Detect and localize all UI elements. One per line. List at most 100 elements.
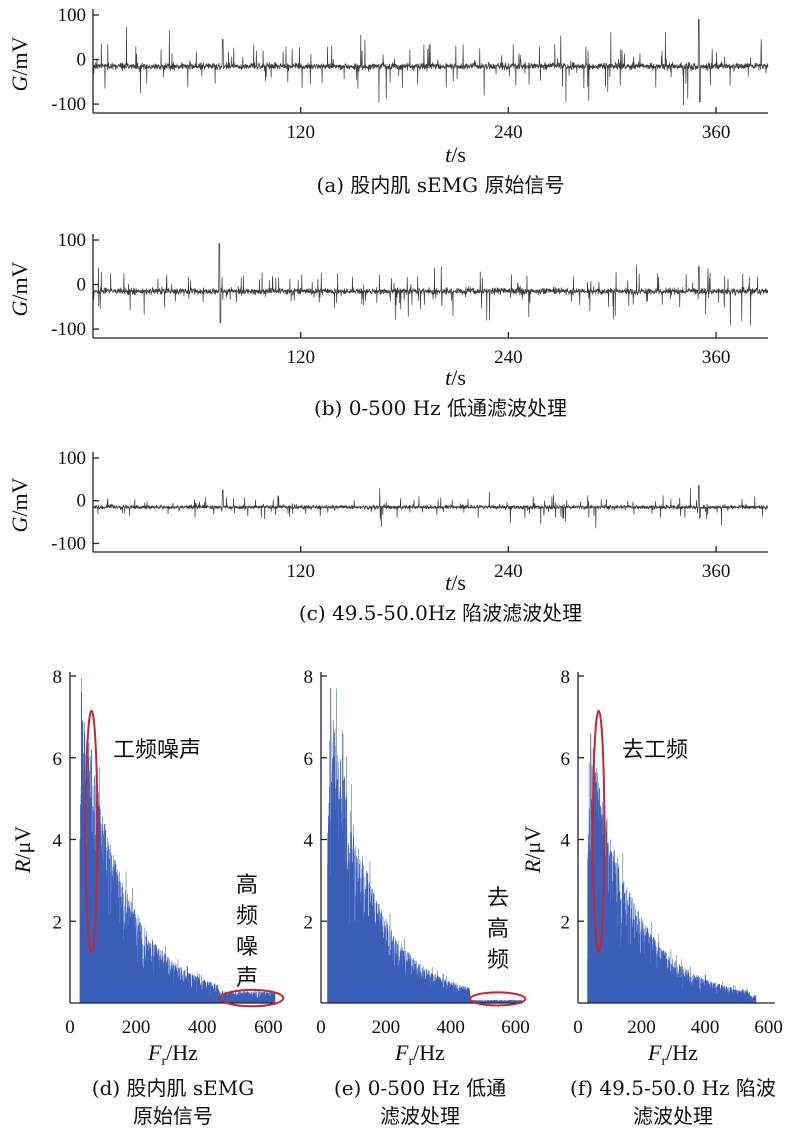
y-axis-label-unit: /mV xyxy=(7,477,32,516)
x-tick-label: 200 xyxy=(122,1017,151,1038)
x-axis-label: t/s xyxy=(445,570,466,595)
x-axis-label-var: F xyxy=(647,1040,662,1065)
y-tick-label: 8 xyxy=(53,667,63,688)
y-tick-label: 100 xyxy=(58,5,87,26)
spectrum-bars-d xyxy=(79,678,276,1003)
signal-trace-a xyxy=(92,19,769,106)
annotation-char: 频 xyxy=(487,948,509,973)
x-axis-label: t/s xyxy=(445,142,466,167)
y-axis-label: R/μV xyxy=(520,826,545,874)
x-tick-label: 200 xyxy=(627,1017,656,1038)
x-axis-label: Fr/Hz xyxy=(147,1040,198,1069)
x-tick-label: 240 xyxy=(494,561,523,582)
annotation-label: 去高频 xyxy=(487,886,509,973)
highlight-ellipse xyxy=(469,991,527,1007)
highlight-ellipse xyxy=(84,709,99,953)
annotation-char: 去 xyxy=(487,886,509,911)
panel-caption-line: (d) 股内肌 sEMG xyxy=(92,1076,254,1100)
x-tick-label: 120 xyxy=(286,347,315,368)
y-tick-label: 0 xyxy=(77,275,87,296)
y-tick-label: 6 xyxy=(561,749,571,770)
annotation-char: 高 xyxy=(236,873,258,898)
y-axis-label: G/mV xyxy=(7,36,32,91)
panel-caption: (b) 0-500 Hz 低通滤波处理 xyxy=(314,396,567,420)
y-tick-label: 6 xyxy=(53,749,63,770)
annotation-char: 噪 xyxy=(236,935,258,960)
x-tick-label: 400 xyxy=(691,1017,720,1038)
panel-caption: (f) 49.5-50.0 Hz 陷波滤波处理 xyxy=(570,1076,776,1128)
x-tick-label: 200 xyxy=(372,1017,401,1038)
annotation-label: 去工频 xyxy=(622,738,688,763)
signal-trace-b xyxy=(92,243,769,326)
y-axis-label-var: G xyxy=(7,517,32,533)
y-tick-label: -100 xyxy=(51,319,86,340)
x-axis-label-sub: r xyxy=(662,1054,667,1069)
x-axis-label-var: F xyxy=(147,1040,162,1065)
x-axis-label-sub: r xyxy=(409,1054,414,1069)
x-axis-label-var: t xyxy=(445,142,452,167)
x-axis-label-unit: /Hz xyxy=(666,1040,698,1065)
panel-caption-line: (e) 0-500 Hz 低通 xyxy=(334,1076,506,1100)
y-tick-label: 8 xyxy=(561,667,571,688)
x-tick-label: 600 xyxy=(754,1017,783,1038)
panel-caption-line: 原始信号 xyxy=(133,1104,213,1128)
y-axis-label: R/μV xyxy=(10,826,35,874)
x-tick-label: 0 xyxy=(316,1017,326,1038)
highlight-ellipse xyxy=(591,709,606,953)
x-tick-label: 600 xyxy=(254,1017,283,1038)
y-tick-label: 2 xyxy=(304,912,314,933)
annotation-char: 声 xyxy=(236,966,258,991)
x-axis-label-unit: /Hz xyxy=(166,1040,198,1065)
annotation-char: 频 xyxy=(236,904,258,929)
y-tick-label: 2 xyxy=(561,912,571,933)
y-tick-label: 4 xyxy=(53,831,63,852)
x-axis-label-unit: /Hz xyxy=(413,1040,445,1065)
y-tick-label: 2 xyxy=(53,912,63,933)
spectrum-panel-e: 2 4 6 8 0 200 400 600 Fr/Hz 去高频 (e) 0-500 Hz 低通滤波处… xyxy=(304,667,530,1128)
y-axis-label-unit: /mV xyxy=(7,261,32,300)
x-axis-label-unit: /s xyxy=(451,365,466,390)
y-tick-label: 100 xyxy=(58,448,87,469)
x-tick-label: 240 xyxy=(494,347,523,368)
highlight-ellipse xyxy=(219,988,285,1008)
y-tick-label: 0 xyxy=(77,491,87,512)
panel-caption-line: 滤波处理 xyxy=(633,1104,713,1128)
x-axis-label-unit: /s xyxy=(451,142,466,167)
panel-caption: (a) 股内肌 sEMG 原始信号 xyxy=(317,173,565,197)
y-tick-label: 8 xyxy=(304,667,314,688)
x-tick-label: 400 xyxy=(436,1017,465,1038)
y-axis-label-var: G xyxy=(7,301,32,317)
y-axis-label-var: R xyxy=(10,859,35,874)
y-tick-label: 4 xyxy=(304,831,314,852)
x-tick-label: 120 xyxy=(286,122,315,143)
panel-caption: (d) 股内肌 sEMG 原始信号 xyxy=(92,1076,254,1128)
annotation-label: 高频噪声 xyxy=(236,873,258,991)
y-tick-label: 6 xyxy=(304,749,314,770)
y-tick-label: -100 xyxy=(51,94,86,115)
signal-panel-a: 100 0 -100 120 240 360 G/mV t/s (a) 股内肌 sEMG 原始信… xyxy=(7,5,769,197)
panel-caption: (c) 49.5-50.0Hz 陷波滤波处理 xyxy=(299,601,582,625)
y-tick-label: 4 xyxy=(561,831,571,852)
spectrum-bars-f xyxy=(587,733,757,1003)
x-axis-label-var: t xyxy=(445,570,452,595)
spectrum-panel-f: 2 4 6 8 0 200 400 600 R/μV Fr/Hz 去工频 (f) 49.5-50.0 … xyxy=(520,667,783,1128)
panel-caption-line: 滤波处理 xyxy=(380,1104,460,1128)
x-axis-label: Fr/Hz xyxy=(394,1040,445,1069)
x-axis-label-sub: r xyxy=(162,1054,167,1069)
signal-trace-c xyxy=(92,485,769,529)
y-axis-label-unit: /μV xyxy=(520,826,545,860)
y-tick-label: 100 xyxy=(58,230,87,251)
x-tick-label: 400 xyxy=(188,1017,217,1038)
x-tick-label: 0 xyxy=(65,1017,75,1038)
x-axis-label: t/s xyxy=(445,365,466,390)
x-tick-label: 360 xyxy=(702,122,731,143)
y-axis-label-unit: /mV xyxy=(7,36,32,75)
x-tick-label: 360 xyxy=(702,561,731,582)
annotation-char: 高 xyxy=(487,917,509,942)
x-axis-label: Fr/Hz xyxy=(647,1040,698,1069)
y-axis-label: G/mV xyxy=(7,477,32,532)
annotation-label: 工频噪声 xyxy=(113,738,201,763)
signal-panel-b: 100 0 -100 120 240 360 G/mV t/s (b) 0-500 Hz 低通滤… xyxy=(7,230,769,420)
